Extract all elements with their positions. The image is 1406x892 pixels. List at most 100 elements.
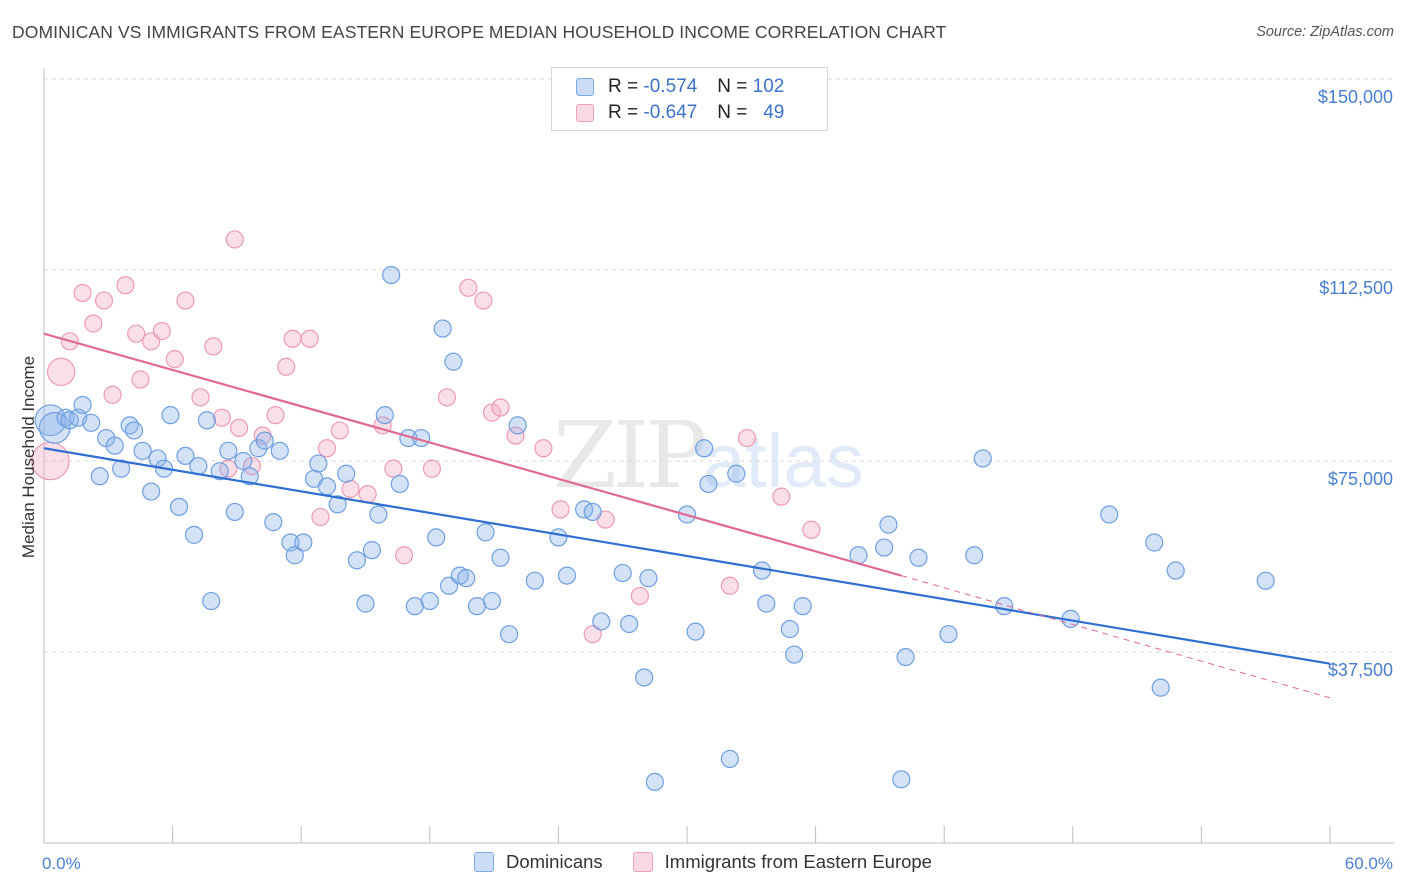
dominican-point — [219, 441, 238, 460]
eastern-europe-point — [204, 337, 223, 356]
eastern-europe-point — [384, 459, 403, 478]
dominican-point — [105, 436, 124, 455]
dominican-point — [780, 619, 799, 639]
dominican-point — [234, 451, 253, 471]
eastern-europe-point — [212, 408, 231, 427]
dominican-point — [90, 467, 109, 486]
dominican-point — [699, 474, 718, 494]
y-axis-title: Median Household Income — [19, 356, 38, 558]
eastern-europe-point — [394, 546, 414, 565]
dominican-point — [892, 770, 911, 789]
x-tick-label-min: 0.0% — [42, 854, 81, 873]
dominican-point — [635, 668, 654, 687]
dominican-point — [197, 411, 216, 430]
eastern-europe-point — [277, 357, 296, 376]
eastern-europe-point — [176, 291, 195, 310]
dominican-point — [270, 441, 289, 460]
series-legend: Dominicans Immigrants from Eastern Europ… — [474, 851, 962, 873]
dominican-point — [939, 625, 958, 644]
y-tick-label: $75,000 — [1328, 469, 1393, 489]
legend-row-dominicans: R = -0.574 N = 102 — [576, 75, 784, 99]
eastern-europe-points — [31, 230, 821, 644]
eastern-europe-point — [437, 388, 457, 407]
dominican-point — [720, 749, 739, 769]
legend-n-value: 102 — [752, 76, 785, 97]
dominican-point — [433, 319, 452, 338]
eastern-europe-point — [630, 586, 649, 606]
dominican-point — [1145, 533, 1164, 552]
legend-r-label: R = — [608, 76, 639, 97]
dominican-point — [973, 449, 992, 468]
dominican-point — [549, 528, 568, 547]
eastern-europe-point — [311, 507, 330, 527]
eastern-europe-point — [802, 520, 821, 539]
dominican-point — [264, 513, 283, 532]
trend-lines — [43, 332, 1331, 699]
dominican-point — [210, 462, 229, 481]
legend-swatch-dominicans — [576, 78, 594, 96]
dominican-point — [476, 523, 495, 542]
eastern-europe-point — [84, 314, 103, 333]
dominican-point — [285, 546, 304, 565]
eastern-europe-point — [491, 398, 510, 417]
eastern-europe-point — [474, 291, 493, 310]
dominican-point — [73, 395, 92, 415]
dominican-point — [444, 352, 463, 371]
eastern-europe-point — [358, 485, 377, 504]
eastern-europe-point — [459, 278, 478, 297]
legend-swatch-eastern-europe — [632, 852, 653, 872]
dominican-point — [309, 454, 328, 473]
legend-label-eastern-europe: Immigrants from Eastern Europe — [664, 851, 932, 872]
eastern-europe-point — [341, 479, 360, 499]
dominican-point — [500, 625, 519, 644]
legend-item-eastern-europe[interactable]: Immigrants from Eastern Europe — [632, 851, 932, 873]
eastern-europe-point — [229, 418, 249, 437]
eastern-europe-point — [283, 329, 302, 348]
eastern-europe-point — [127, 324, 146, 343]
legend-row-eastern-europe: R = -0.647 N = 49 — [576, 101, 784, 125]
eastern-europe-point — [772, 487, 791, 506]
dominican-point — [184, 525, 204, 544]
dominican-point — [482, 591, 502, 611]
dominican-point — [639, 569, 658, 588]
dominican-point — [427, 528, 446, 547]
dominican-point — [1100, 505, 1119, 524]
dominican-point — [317, 477, 337, 496]
dominican-point — [1166, 561, 1185, 580]
eastern-europe-point — [73, 283, 92, 303]
dominican-point — [727, 464, 746, 483]
eastern-europe-point — [737, 428, 757, 448]
eastern-europe-point — [165, 350, 184, 369]
eastern-europe-point — [116, 276, 135, 295]
dominican-point — [785, 645, 804, 664]
dominican-point — [695, 439, 714, 458]
dominican-point — [508, 416, 527, 435]
dominican-points — [34, 265, 1275, 791]
dominican-point — [249, 439, 268, 458]
dominican-point — [491, 548, 510, 567]
stats-legend: R = -0.574 N = 102 R = -0.647 N = 49 — [551, 67, 828, 131]
legend-item-dominicans[interactable]: Dominicans — [474, 851, 603, 873]
source-attribution: Source: ZipAtlas.com — [1256, 24, 1394, 40]
eastern-europe-point — [330, 421, 349, 440]
y-tick-label: $150,000 — [1318, 87, 1393, 107]
eastern-europe-point — [266, 406, 285, 425]
legend-n-label: N = — [717, 102, 748, 123]
grid-layer: $37,500 $75,000 $112,500 $150,000 — [44, 78, 1394, 680]
dominican-point — [1151, 678, 1170, 697]
dominican-point — [133, 441, 152, 460]
dominican-point — [457, 569, 476, 588]
eastern-europe-point — [300, 329, 319, 348]
eastern-europe-point — [482, 403, 502, 422]
x-tick-label-max: 60.0% — [1345, 854, 1393, 873]
eastern-europe-point — [152, 322, 171, 341]
dominican-point — [909, 548, 928, 567]
dominican-point — [896, 647, 915, 667]
dominican-point — [613, 563, 632, 583]
dominican-point — [420, 591, 439, 611]
dominican-point — [362, 541, 382, 560]
axis-layer: 0.0% 60.0% — [42, 68, 1394, 873]
dominican-point — [82, 413, 101, 432]
dominican-point — [176, 446, 195, 466]
